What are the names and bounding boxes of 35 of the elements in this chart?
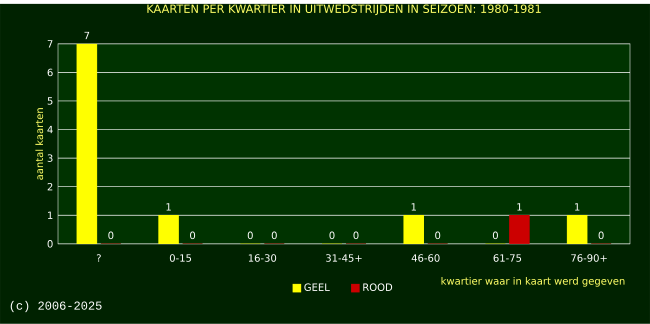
x-tick-label: 16-30 <box>248 254 276 262</box>
y-tick-label: 6 <box>48 68 53 76</box>
x-axis-title: kwartier waar in kaart werd gegeven <box>442 277 624 287</box>
x-tick-label: ? <box>96 254 101 262</box>
x-tick-label: 76-90+ <box>571 254 607 262</box>
data-label: 0 <box>108 232 114 240</box>
data-label: 0 <box>329 232 335 240</box>
data-label: 1 <box>166 203 171 211</box>
y-axis-title: aantal kaarten <box>35 108 44 180</box>
data-label: 0 <box>353 232 359 240</box>
data-label: 0 <box>272 232 277 240</box>
data-label: 1 <box>517 203 522 211</box>
data-label: 1 <box>575 203 580 211</box>
data-label: 0 <box>492 232 498 240</box>
chart-title: KAARTEN PER KWARTIER IN UITWEDSTRIJDEN IN SEIZOEN: 1980-1981 <box>147 4 541 16</box>
y-tick-label: 5 <box>48 97 52 105</box>
data-label: 0 <box>190 232 196 240</box>
y-tick-label: 3 <box>48 154 52 162</box>
data-label: 7 <box>84 32 90 40</box>
x-tick-label: 31-45+ <box>326 254 362 262</box>
x-tick-label: 46-60 <box>412 254 440 262</box>
data-label: 1 <box>412 203 416 211</box>
data-label: 0 <box>435 232 440 240</box>
y-tick-label: 0 <box>48 240 53 248</box>
text: (c) 2006-2025 <box>10 300 102 312</box>
legend-label: GEEL <box>304 284 330 292</box>
legend-label: ROOD <box>363 284 392 292</box>
y-tick-label: 7 <box>48 40 52 48</box>
data-label: 0 <box>598 232 604 240</box>
y-tick-label: 2 <box>48 183 52 190</box>
y-tick-label: 4 <box>47 126 53 134</box>
x-tick-label: 61-75 <box>494 254 522 262</box>
x-tick-label: 0-15 <box>170 254 192 262</box>
data-label: 0 <box>248 232 253 240</box>
y-tick-label: 1 <box>48 212 52 219</box>
